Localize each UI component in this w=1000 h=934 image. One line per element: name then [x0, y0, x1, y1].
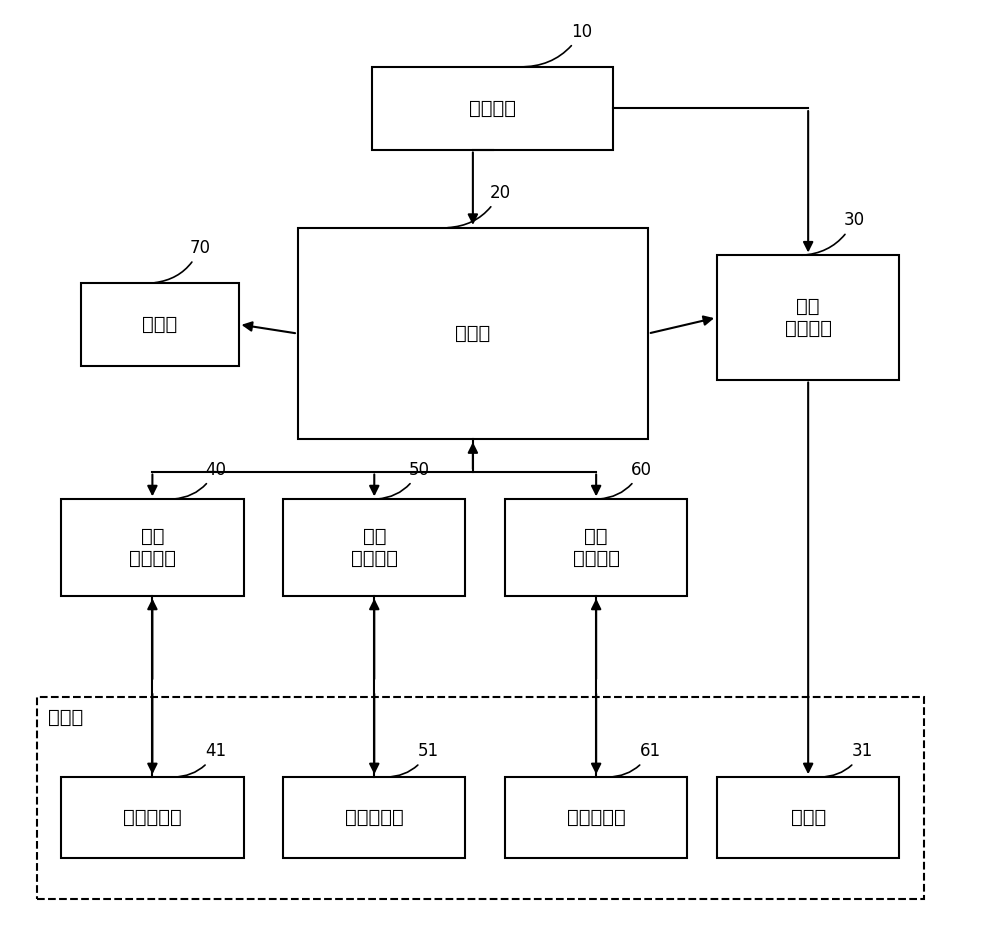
Text: 51: 51 — [386, 743, 439, 777]
Text: 60: 60 — [599, 460, 652, 499]
Text: 31: 31 — [820, 743, 873, 777]
Text: 阻抗传感器: 阻抗传感器 — [567, 808, 626, 828]
FancyBboxPatch shape — [717, 255, 899, 379]
Text: 控制器: 控制器 — [455, 324, 491, 343]
FancyBboxPatch shape — [298, 228, 648, 439]
Text: 20: 20 — [448, 184, 510, 228]
FancyBboxPatch shape — [283, 499, 465, 596]
FancyBboxPatch shape — [61, 499, 244, 596]
Text: 温度
检测电路: 温度 检测电路 — [129, 527, 176, 568]
Text: 10: 10 — [520, 22, 592, 67]
Text: 阻抗
检测电路: 阻抗 检测电路 — [573, 527, 620, 568]
Text: 治疗头: 治疗头 — [48, 708, 84, 727]
FancyBboxPatch shape — [81, 283, 239, 366]
FancyBboxPatch shape — [505, 777, 687, 858]
Text: 70: 70 — [155, 239, 210, 283]
Text: 50: 50 — [377, 460, 430, 499]
Text: 电源
输出模块: 电源 输出模块 — [785, 297, 832, 338]
Text: 供电电路: 供电电路 — [469, 99, 516, 118]
FancyBboxPatch shape — [61, 777, 244, 858]
Text: 压力传感器: 压力传感器 — [345, 808, 404, 828]
Text: 温度传感器: 温度传感器 — [123, 808, 182, 828]
Text: 41: 41 — [173, 743, 226, 777]
FancyBboxPatch shape — [283, 777, 465, 858]
Text: 电极片: 电极片 — [791, 808, 826, 828]
Text: 压力
检测电路: 压力 检测电路 — [351, 527, 398, 568]
Text: 61: 61 — [608, 743, 661, 777]
Text: 显示屏: 显示屏 — [142, 315, 177, 333]
FancyBboxPatch shape — [505, 499, 687, 596]
FancyBboxPatch shape — [372, 66, 613, 149]
Text: 30: 30 — [802, 211, 865, 255]
FancyBboxPatch shape — [717, 777, 899, 858]
Text: 40: 40 — [173, 460, 226, 499]
